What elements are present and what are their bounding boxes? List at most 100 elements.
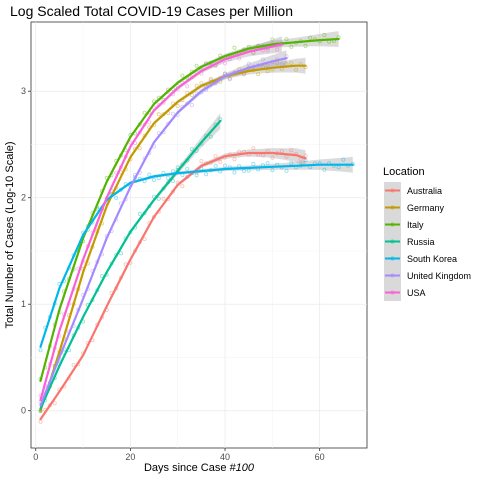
data-point — [194, 83, 199, 88]
x-axis-label: Days since Case #100 — [144, 462, 255, 474]
data-point — [284, 168, 289, 173]
data-point — [189, 102, 194, 107]
data-point — [289, 61, 294, 66]
data-point — [241, 168, 246, 173]
data-point — [213, 154, 218, 159]
data-point — [270, 155, 275, 160]
data-point — [341, 157, 346, 162]
legend-label: South Korea — [407, 254, 457, 264]
data-point — [265, 48, 270, 53]
axes: 0 20 40 60 0 1 2 3 — [21, 86, 325, 462]
data-point — [166, 175, 171, 180]
data-point — [270, 168, 275, 173]
data-point — [222, 163, 227, 168]
data-point — [180, 184, 185, 189]
series-layer — [38, 31, 355, 424]
data-point — [161, 196, 166, 201]
series-line — [39, 57, 288, 407]
data-point — [137, 211, 142, 216]
y-tick-label: 3 — [21, 86, 26, 96]
x-tick-label: 0 — [33, 452, 38, 462]
legend-label: United Kingdom — [407, 271, 471, 281]
data-point — [208, 77, 213, 82]
data-point — [218, 159, 223, 164]
data-point — [289, 148, 294, 153]
data-point — [265, 69, 270, 74]
y-tick-label: 0 — [21, 406, 26, 416]
y-tick-label: 2 — [21, 193, 26, 203]
data-point — [251, 146, 256, 151]
data-point — [303, 43, 308, 48]
data-point — [275, 47, 280, 52]
data-point — [38, 348, 43, 353]
data-point — [284, 37, 289, 42]
legend-label: Italy — [407, 220, 424, 230]
legend-label: USA — [407, 288, 426, 298]
x-tick-label: 60 — [315, 452, 325, 462]
legend-key-point — [390, 273, 395, 278]
data-point — [156, 112, 161, 117]
data-point — [237, 56, 242, 61]
data-point — [147, 172, 152, 177]
data-point — [199, 159, 204, 164]
chart-title: Log Scaled Total COVID-19 Cases per Mill… — [10, 3, 293, 19]
series-line — [39, 43, 283, 402]
legend-key-point — [390, 222, 395, 227]
data-point — [265, 161, 270, 166]
y-tick-label: 1 — [21, 299, 26, 309]
data-point — [204, 172, 209, 177]
legend-title: Location — [383, 166, 425, 178]
data-point — [52, 401, 57, 406]
data-point — [251, 161, 256, 166]
data-point — [194, 63, 199, 68]
legend-key-point — [390, 205, 395, 210]
data-point — [322, 167, 327, 172]
data-point — [170, 178, 175, 183]
data-point — [170, 111, 175, 116]
data-point — [137, 146, 142, 151]
data-point — [232, 170, 237, 175]
data-point — [208, 134, 213, 139]
data-point — [227, 77, 232, 82]
series-line — [39, 64, 307, 412]
data-point — [175, 104, 180, 109]
legend-key-point — [390, 188, 395, 193]
data-point — [222, 71, 227, 76]
data-point — [194, 173, 199, 178]
legend-label: Germany — [407, 203, 445, 213]
data-point — [71, 362, 76, 367]
data-point — [185, 84, 190, 89]
data-point — [142, 110, 147, 115]
x-tick-label: 40 — [220, 452, 230, 462]
data-point — [256, 72, 261, 77]
data-point — [180, 73, 185, 78]
data-point — [227, 76, 232, 81]
data-point — [322, 32, 327, 37]
series-line — [39, 163, 354, 348]
data-point — [175, 165, 180, 170]
data-point — [308, 35, 313, 40]
data-point — [147, 120, 152, 125]
legend-key-point — [390, 290, 395, 295]
legend-key-point — [390, 239, 395, 244]
data-point — [156, 196, 161, 201]
series-line — [39, 119, 222, 410]
data-point — [118, 251, 123, 256]
data-point — [246, 61, 251, 66]
grid — [31, 22, 367, 448]
data-point — [185, 166, 190, 171]
data-point — [151, 177, 156, 182]
data-point — [232, 157, 237, 162]
data-point — [293, 67, 298, 72]
y-axis-label: Total Number of Cases (Log-10 Scale) — [4, 141, 16, 328]
data-point — [270, 37, 275, 42]
data-point — [213, 163, 218, 168]
legend-label: Australia — [407, 186, 442, 196]
data-point — [189, 147, 194, 152]
data-point — [260, 57, 265, 62]
data-point — [114, 195, 119, 200]
data-point — [289, 44, 294, 49]
data-point — [222, 61, 227, 66]
legend: Location Australia Germany Italy Russia Sout… — [383, 166, 471, 301]
